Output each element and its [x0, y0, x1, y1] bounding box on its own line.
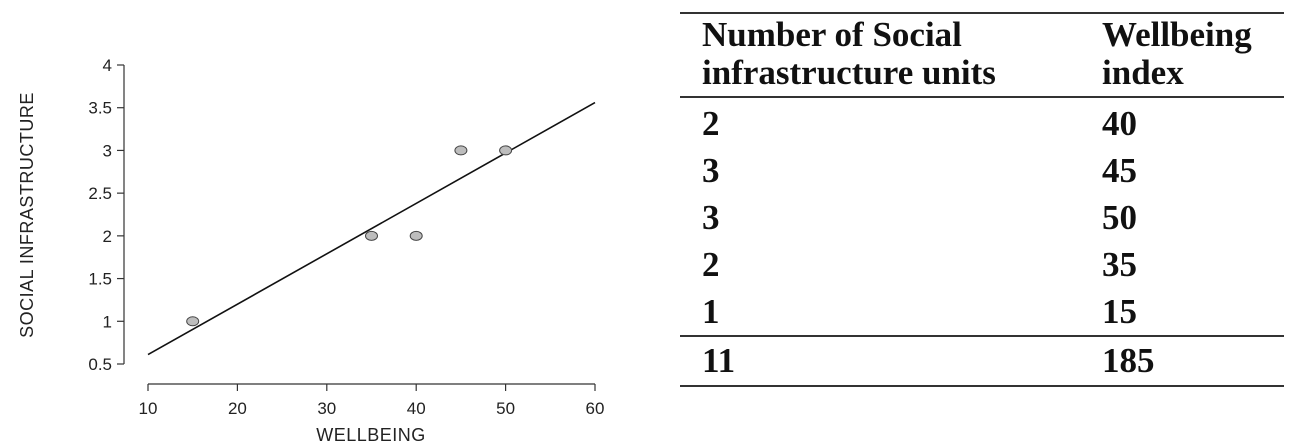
axes [117, 64, 596, 391]
cell-social-infrastructure: 1 [702, 292, 720, 331]
cell-social-infrastructure: 2 [702, 104, 720, 143]
data-points [186, 145, 513, 327]
total-wellbeing: 185 [1102, 341, 1155, 380]
table-row: 1 15 [680, 288, 1284, 336]
y-tick-label: 0.5 [88, 355, 112, 374]
cell-wellbeing: 50 [1102, 198, 1137, 237]
y-tick-label: 1 [103, 312, 112, 331]
data-point [454, 145, 468, 156]
tick-labels: 10 20 30 40 50 60 0.5 1 1.5 2 2.5 3 3.5 4 [88, 56, 604, 418]
y-tick-label: 3 [103, 141, 112, 160]
x-tick-label: 60 [586, 399, 605, 418]
data-point [409, 230, 423, 241]
regression-line [147, 101, 596, 356]
cell-wellbeing: 45 [1102, 151, 1137, 190]
x-tick-label: 20 [228, 399, 247, 418]
table-body: 2 40 3 45 3 50 2 35 1 15 [680, 97, 1284, 336]
table-row: 2 40 [680, 97, 1284, 147]
data-point [499, 145, 513, 156]
total-social-infrastructure: 11 [702, 341, 736, 380]
scatter-plot: 10 20 30 40 50 60 0.5 1 1.5 2 2.5 3 3.5 4 WELLBEING S… [17, 56, 604, 443]
y-tick-label: 2.5 [88, 184, 112, 203]
data-table-container: Number of Social infrastructure units We… [680, 12, 1284, 387]
cell-wellbeing: 15 [1102, 292, 1137, 331]
data-point [186, 316, 200, 327]
x-axis-title: WELLBEING [316, 425, 426, 443]
cell-social-infrastructure: 3 [702, 198, 720, 237]
y-tick-label: 3.5 [88, 99, 112, 118]
data-table: Number of Social infrastructure units We… [680, 12, 1284, 387]
data-point [365, 230, 378, 241]
table-header-row: Number of Social infrastructure units We… [680, 13, 1284, 97]
x-tick-label: 10 [139, 399, 158, 418]
y-tick-label: 1.5 [88, 270, 112, 289]
x-tick-label: 40 [407, 399, 426, 418]
table-row: 3 50 [680, 194, 1284, 241]
table-total-row: 11 185 [680, 336, 1284, 386]
y-axis-title: SOCIAL INFRASTRUCTURE [17, 92, 37, 338]
x-tick-label: 50 [496, 399, 515, 418]
header-wellbeing-index: Wellbeing index [1102, 15, 1252, 92]
cell-wellbeing: 35 [1102, 245, 1137, 284]
y-tick-label: 4 [103, 56, 112, 75]
header-social-infrastructure: Number of Social infrastructure units [702, 15, 996, 92]
table-row: 3 45 [680, 147, 1284, 194]
cell-social-infrastructure: 3 [702, 151, 720, 190]
x-tick-label: 30 [317, 399, 336, 418]
fit-line-group [147, 101, 596, 356]
cell-social-infrastructure: 2 [702, 245, 720, 284]
table-row: 2 35 [680, 241, 1284, 288]
cell-wellbeing: 40 [1102, 104, 1137, 143]
y-tick-label: 2 [103, 227, 112, 246]
